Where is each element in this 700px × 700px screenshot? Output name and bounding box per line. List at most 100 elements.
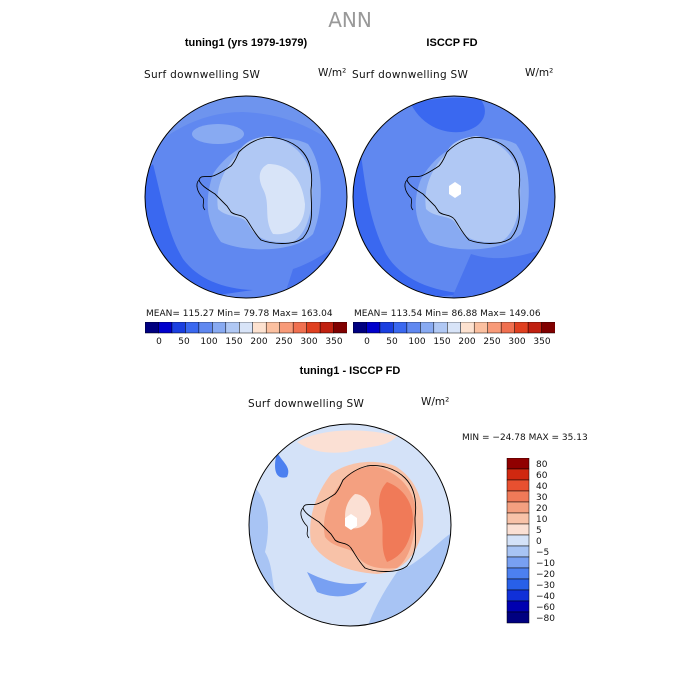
panel3-colorbar-tick-label: −40	[536, 592, 555, 602]
panel1-variable-label: Surf downwelling SW	[144, 69, 261, 81]
panel3-colorbar-swatch	[506, 589, 530, 602]
panel2-low-sw-region	[353, 154, 471, 298]
panel1-colorbar-swatch	[265, 322, 281, 334]
panel1-colorbar-tick-label: 150	[225, 337, 242, 347]
panel1-colorbar-swatch	[171, 322, 186, 334]
panel3-colorbar-swatch	[506, 479, 530, 492]
panel3-colorbar-tick-label: 40	[536, 482, 548, 492]
panel2-colorbar-swatch	[473, 322, 489, 334]
panel2-missing-data-pole	[449, 182, 461, 198]
panel3-colorbar-swatch	[506, 578, 530, 591]
panel2-colorbar-swatch	[460, 322, 475, 334]
panel2-colorbar-swatch	[393, 322, 408, 334]
panel1-colorbar-tick-label: 350	[325, 337, 342, 347]
panel2-colorbar-swatch	[433, 322, 448, 334]
panel3-colorbar-swatch	[506, 458, 530, 470]
panel1-colorbar-swatch	[292, 322, 308, 334]
panel1-title: tuning1 (yrs 1979-1979)	[184, 37, 308, 49]
panel2-colorbar-tick-label: 250	[483, 337, 500, 347]
panel2-title: ISCCP FD	[426, 37, 478, 49]
panel2-colorbar-swatch	[514, 322, 529, 334]
panel3-colorbar-tick-label: 5	[536, 526, 542, 536]
panel1-colorbar-swatch	[279, 322, 294, 334]
panel2-colorbar-tick-label: 50	[386, 337, 398, 347]
panel1-colorbar-swatch	[145, 322, 159, 334]
panel3-colorbar-swatch	[506, 534, 530, 547]
panel2-units: W/m²	[525, 67, 554, 79]
panel3-colorbar-tick-label: −60	[536, 603, 555, 613]
panel2-colorbar-swatch	[406, 322, 421, 334]
panel1-stats: MEAN= 115.27 Min= 79.78 Max= 163.04	[146, 309, 333, 319]
panel1-colorbar-tick-label: 300	[300, 337, 317, 347]
panel3-colorbar-swatch	[506, 501, 530, 514]
panel2-colorbar-swatch	[447, 322, 462, 334]
panel1-map	[144, 95, 348, 299]
panel2-colorbar-tick-label: 150	[433, 337, 450, 347]
panel2-colorbar-swatch	[487, 322, 502, 334]
panel2-stats: MEAN= 113.54 Min= 86.88 Max= 149.06	[354, 309, 541, 319]
panel1-colorbar-tick-label: 50	[178, 337, 190, 347]
panel2-colorbar-tick-label: 300	[508, 337, 525, 347]
panel3-colorbar-swatch	[506, 545, 530, 558]
panel3-colorbar-tick-label: −80	[536, 614, 555, 624]
panel2-colorbar-swatch	[420, 322, 435, 334]
panel3-colorbar-tick-label: 20	[536, 504, 548, 514]
panel3-colorbar-tick-label: −5	[536, 548, 549, 558]
panel3-colorbar-tick-label: −20	[536, 570, 555, 580]
panel3-colorbar-swatch	[506, 523, 530, 536]
panel1-colorbar-swatch	[185, 322, 200, 334]
panel2-colorbar-tick-label: 350	[533, 337, 550, 347]
panel1-colorbar-swatch	[333, 322, 347, 334]
panel3-colorbar-swatch	[506, 512, 530, 525]
panel3-title: tuning1 - ISCCP FD	[299, 365, 401, 377]
panel3-colorbar-swatch	[506, 490, 530, 503]
panel2-colorbar-swatch	[500, 322, 516, 334]
panel2-map	[352, 95, 556, 299]
panel3-units: W/m²	[421, 396, 450, 408]
panel1-colorbar-tick-label: 100	[200, 337, 217, 347]
panel2-colorbar-tick-label: 0	[364, 337, 370, 347]
panel3-variable-label: Surf downwelling SW	[248, 398, 365, 410]
panel3-colorbar-tick-label: 80	[536, 460, 548, 470]
figure-title: ANN	[328, 8, 372, 32]
panel2-colorbar-tick-label: 200	[458, 337, 475, 347]
panel3-map-border	[248, 423, 452, 627]
panel2-colorbar-ticks: 0 50 100 150 200 250 300 350	[364, 337, 551, 347]
panel3-colorbar-swatch	[506, 600, 530, 613]
panel2-map-border	[352, 95, 556, 299]
panel2-colorbar	[353, 322, 555, 334]
panel3-colorbar-swatch	[506, 611, 530, 624]
panel1-units: W/m²	[318, 67, 347, 79]
panel1-coastline	[198, 137, 313, 244]
panel1-colorbar-swatch	[319, 322, 334, 334]
panel1-colorbar-swatch	[198, 322, 213, 334]
panel1-colorbar-swatch	[306, 322, 321, 334]
panel3-missing-data-pole	[345, 514, 357, 530]
panel3-colorbar-tick-label: 30	[536, 493, 548, 503]
panel2-colorbar-swatch	[527, 322, 542, 334]
panel3-map	[248, 423, 452, 627]
panel3-coastline	[302, 465, 417, 572]
panel3-colorbar-swatch	[506, 468, 530, 481]
panel1-colorbar-swatch	[225, 322, 240, 334]
panel3-colorbar-tick-label: 60	[536, 471, 548, 481]
panel2-colorbar-swatch	[353, 322, 367, 334]
panel2-colorbar-swatch	[379, 322, 394, 334]
panel2-coastline	[406, 137, 521, 244]
panel3-stats: MIN = −24.78 MAX = 35.13	[462, 433, 588, 443]
panel1-colorbar-tick-label: 0	[156, 337, 162, 347]
panel1-colorbar	[145, 322, 347, 334]
panel3-colorbar-swatch	[506, 567, 530, 580]
panel1-colorbar-tick-label: 200	[250, 337, 267, 347]
panel1-colorbar-ticks: 0 50 100 150 200 250 300 350	[156, 337, 343, 347]
panel2-colorbar-swatch	[366, 322, 381, 334]
panel1-colorbar-swatch	[252, 322, 267, 334]
panel3-colorbar-tick-label: −30	[536, 581, 555, 591]
panel1-map-border	[144, 95, 348, 299]
panel1-colorbar-swatch	[239, 322, 254, 334]
panel2-variable-label: Surf downwelling SW	[352, 69, 469, 81]
panel3-colorbar-tick-label: 10	[536, 515, 548, 525]
panel1-colorbar-swatch	[158, 322, 173, 334]
panel2-colorbar-tick-label: 100	[408, 337, 425, 347]
